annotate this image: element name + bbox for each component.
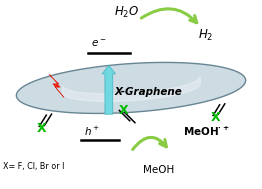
FancyArrow shape	[102, 65, 116, 114]
Text: X= F, Cl, Br or I: X= F, Cl, Br or I	[3, 162, 65, 171]
Text: $H_2O$: $H_2O$	[114, 5, 140, 20]
Text: X: X	[211, 111, 221, 124]
Text: $e^-$: $e^-$	[91, 38, 106, 49]
Text: $H_2$: $H_2$	[198, 28, 213, 43]
Text: MeOH: MeOH	[143, 166, 174, 175]
Polygon shape	[49, 75, 64, 97]
Text: X: X	[118, 104, 128, 117]
Text: $h^+$: $h^+$	[84, 125, 100, 138]
Text: X: X	[36, 122, 46, 135]
Polygon shape	[16, 62, 246, 113]
Text: X-Graphene: X-Graphene	[114, 87, 182, 97]
Text: $\bf{MeOH}^{\bullet +}$: $\bf{MeOH}^{\bullet +}$	[183, 125, 230, 138]
